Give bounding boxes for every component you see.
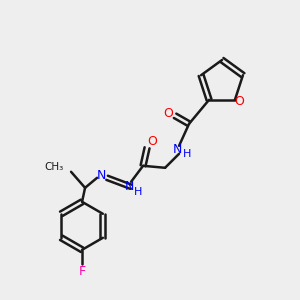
- Text: N: N: [172, 143, 182, 156]
- Text: O: O: [163, 107, 173, 120]
- Text: N: N: [96, 169, 106, 182]
- Text: O: O: [147, 135, 157, 148]
- Text: CH₃: CH₃: [45, 162, 64, 172]
- Text: F: F: [79, 265, 86, 278]
- Text: N: N: [124, 180, 134, 193]
- Text: O: O: [234, 95, 244, 108]
- Text: H: H: [134, 187, 142, 197]
- Text: H: H: [183, 149, 191, 159]
